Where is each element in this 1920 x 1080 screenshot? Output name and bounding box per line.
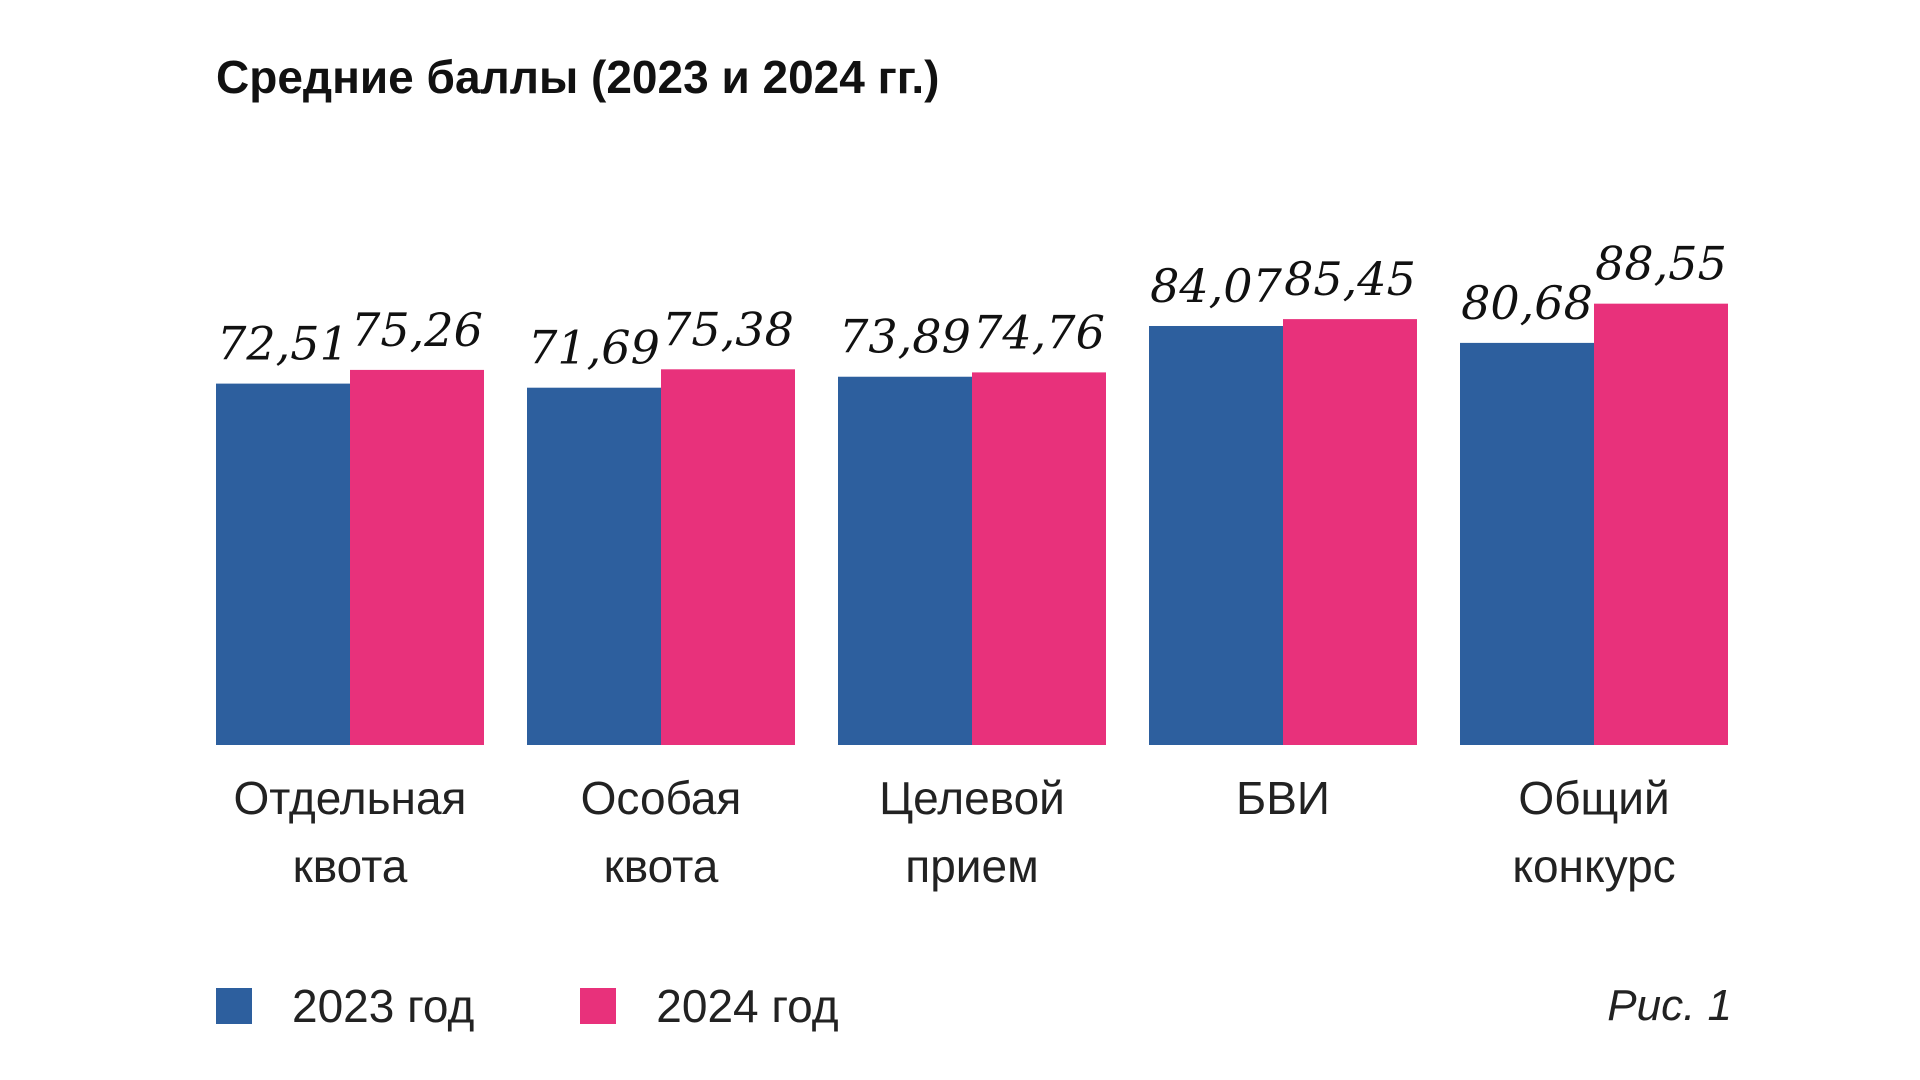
category-labels-layer: Отдельная квота Особая квота Целевой прием БВИ… — [234, 772, 1676, 892]
category-label-4-line-1: конкурс — [1512, 840, 1675, 892]
bar-2023-3 — [1149, 325, 1283, 745]
bar-2023-1 — [527, 387, 661, 745]
category-label-2-line-1: прием — [905, 840, 1038, 892]
bar-2024-4 — [1594, 303, 1728, 745]
legend-item-2024: 2024 год — [580, 979, 839, 1033]
category-label-3-line-0: БВИ — [1236, 772, 1330, 824]
category-label-0-line-1: квота — [293, 840, 408, 892]
legend-swatch-2023 — [216, 988, 252, 1024]
category-label-1-line-0: Особая — [581, 772, 742, 824]
category-label-0-line-0: Отдельная — [234, 772, 467, 824]
category-label-1-line-1: квота — [604, 840, 719, 892]
bar-2024-1 — [661, 369, 795, 745]
legend-label-2023: 2023 год — [292, 980, 475, 1032]
bar-2024-2 — [972, 372, 1106, 745]
bars-layer — [216, 303, 1728, 745]
bar-2023-4 — [1460, 342, 1594, 745]
value-label-2024-4: 88,55 — [1595, 237, 1727, 291]
value-label-2023-3: 84,07 — [1150, 259, 1282, 313]
bar-2024-0 — [350, 369, 484, 745]
figure-caption: Рис. 1 — [1607, 981, 1732, 1030]
value-label-2023-1: 71,69 — [528, 321, 660, 375]
value-labels-layer: 72,51 75,26 71,69 75,38 73,89 74,76 84,07 85,45… — [217, 237, 1727, 375]
value-label-2024-1: 75,38 — [662, 302, 794, 356]
bar-2024-3 — [1283, 319, 1417, 745]
category-label-4-line-0: Общий — [1518, 772, 1669, 824]
legend-label-2024: 2024 год — [656, 980, 839, 1032]
category-label-2-line-0: Целевой — [879, 772, 1065, 824]
value-label-2024-2: 74,76 — [973, 305, 1105, 359]
value-label-2024-3: 85,45 — [1284, 252, 1416, 306]
legend: 2023 год 2024 год — [216, 976, 945, 1036]
value-label-2023-0: 72,51 — [217, 317, 349, 371]
legend-swatch-2024 — [580, 988, 617, 1024]
legend-item-2023: 2023 год — [216, 979, 474, 1033]
bar-2023-2 — [838, 376, 972, 745]
value-label-2023-4: 80,68 — [1461, 276, 1593, 330]
value-label-2023-2: 73,89 — [839, 310, 971, 364]
chart-title: Средние баллы (2023 и 2024 гг.) — [216, 51, 940, 103]
bar-2023-0 — [216, 383, 350, 745]
value-label-2024-0: 75,26 — [351, 303, 483, 357]
